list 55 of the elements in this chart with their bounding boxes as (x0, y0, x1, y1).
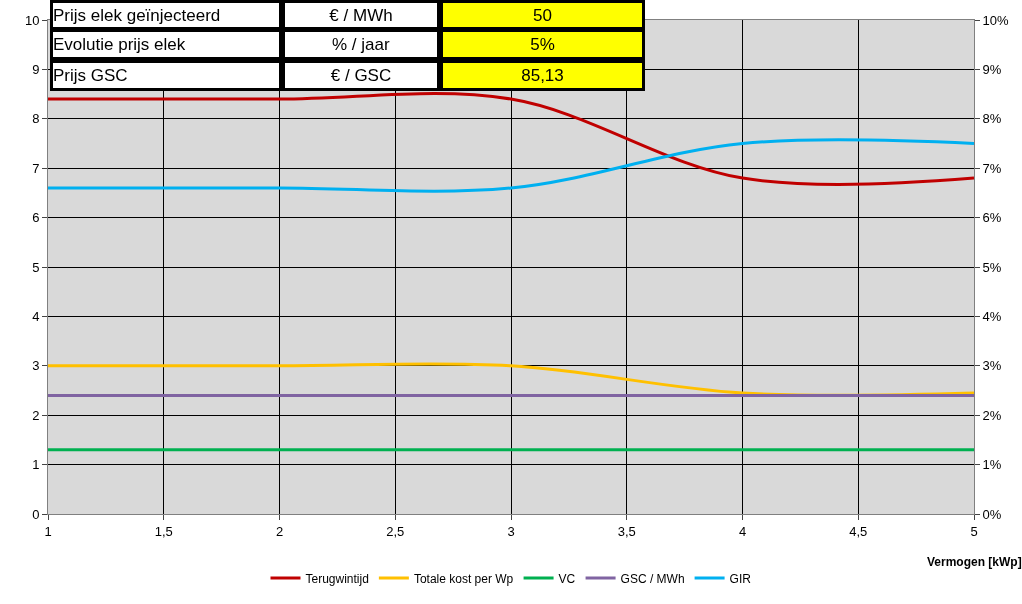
table-cell: Prijs elek geïnjecteerd (50, 0, 282, 30)
table-cell: € / GSC (282, 60, 440, 91)
annotation: 5% (530, 35, 555, 54)
annotation: 85,13 (521, 66, 564, 85)
x-tick-label: 4 (738, 523, 747, 539)
annotation: 50 (533, 5, 552, 25)
y2-tick-label: 9% (982, 61, 1002, 77)
annotation: € / MWh (329, 5, 393, 25)
y-tick-label: 8 (32, 111, 40, 127)
legend-label: GSC / MWh (620, 571, 685, 586)
legend-label: Totale kost per Wp (413, 571, 514, 586)
x-tick-label: 2 (275, 523, 284, 539)
x-tick-label: 5 (970, 523, 978, 539)
y2-tick-label: 2% (982, 407, 1002, 423)
y2-tick-label: 1% (982, 457, 1002, 473)
x-tick-label: 4,5 (849, 523, 868, 539)
annotation: Prijs elek geïnjecteerd (53, 5, 221, 25)
y2-tick-label: 8% (982, 111, 1002, 127)
legend-label: Terugwintijd (305, 571, 369, 586)
y-tick-label: 9 (32, 61, 40, 77)
table-cell: € / MWh (282, 0, 440, 30)
y2-tick-label: 3% (982, 358, 1002, 374)
y2-tick-label: 0% (982, 506, 1002, 522)
annotation: Evolutie prijs elek (53, 35, 186, 54)
table-cell: Prijs GSC (50, 60, 282, 91)
y-tick-label: 0 (32, 506, 40, 522)
y2-tick-label: 6% (982, 210, 1002, 226)
x-tick-label: 3,5 (617, 523, 636, 539)
y-tick-label: 7 (32, 160, 40, 176)
y2-tick-label: 5% (982, 259, 1002, 275)
table-cell: Evolutie prijs elek (50, 29, 282, 60)
y-tick-label: 5 (32, 259, 40, 275)
y-tick-label: 2 (32, 407, 40, 423)
y-tick-label: 1 (32, 457, 40, 473)
y-tick-label: 4 (32, 308, 40, 324)
x-tick-label: 1 (44, 523, 52, 539)
y-tick-label: 6 (32, 210, 40, 226)
table-cell: 85,13 (440, 60, 645, 91)
y-tick-label: 3 (32, 358, 40, 374)
y2-tick-label: 7% (982, 160, 1002, 176)
y2-tick-label: 4% (982, 308, 1002, 324)
table-cell: 5% (440, 29, 645, 60)
annotation: Prijs GSC (53, 66, 128, 85)
table-cell: 50 (440, 0, 645, 30)
annotation: € / GSC (330, 66, 392, 85)
x-tick-label: 1,5 (154, 523, 173, 539)
y2-tick-label: 10% (982, 12, 1010, 28)
x-tick-label: 3 (507, 523, 515, 539)
legend-label: GIR (729, 571, 752, 586)
y-tick-label: 10 (24, 12, 40, 28)
legend-label: VC (558, 571, 576, 586)
x-tick-label: 2,5 (386, 523, 405, 539)
annotation: % / jaar (332, 35, 390, 54)
table-cell: % / jaar (282, 29, 440, 60)
x-axis-title: Vermogen [kWp] (927, 555, 1022, 569)
